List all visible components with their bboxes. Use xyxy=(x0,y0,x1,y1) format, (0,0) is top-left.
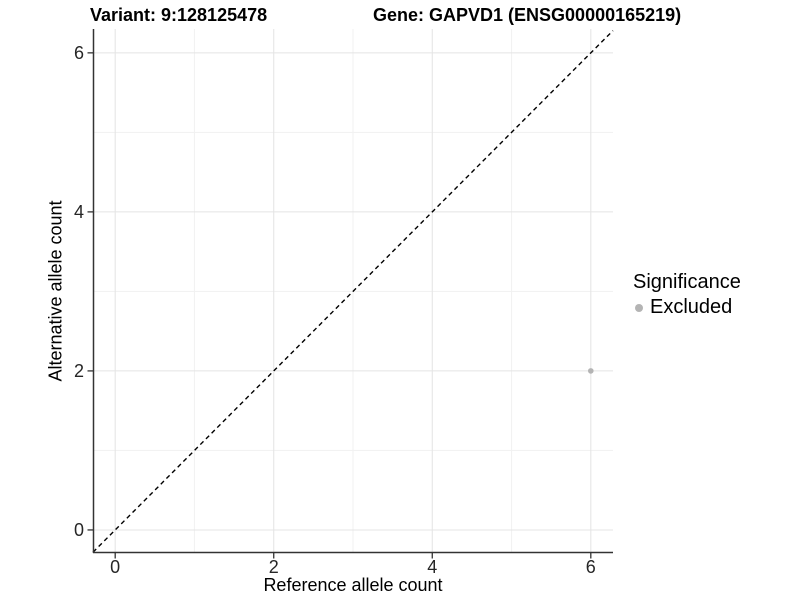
y-tick-label: 6 xyxy=(73,42,84,63)
identity-reference-line xyxy=(92,30,614,553)
plot-panel xyxy=(87,29,614,559)
legend-item-excluded: Excluded xyxy=(633,296,741,319)
y-tick-label: 0 xyxy=(73,519,84,540)
legend: Significance Excluded xyxy=(633,271,741,319)
x-tick-label: 6 xyxy=(585,557,596,577)
data-point xyxy=(588,368,594,374)
x-tick-label: 4 xyxy=(427,557,438,577)
x-tick-label: 0 xyxy=(110,557,121,577)
x-axis-title: Reference allele count xyxy=(263,575,443,595)
legend-item-label: Excluded xyxy=(650,296,733,318)
variant-title: Variant: 9:128125478 xyxy=(90,5,268,25)
x-tick-label: 2 xyxy=(268,557,279,577)
gene-title: Gene: GAPVD1 (ENSG00000165219) xyxy=(373,5,682,25)
legend-title: Significance xyxy=(633,271,741,293)
y-tick-label: 4 xyxy=(73,201,84,222)
y-tick-label: 2 xyxy=(73,360,84,381)
y-axis-title: Alternative allele count xyxy=(45,200,66,382)
excluded-point-icon xyxy=(635,303,643,312)
